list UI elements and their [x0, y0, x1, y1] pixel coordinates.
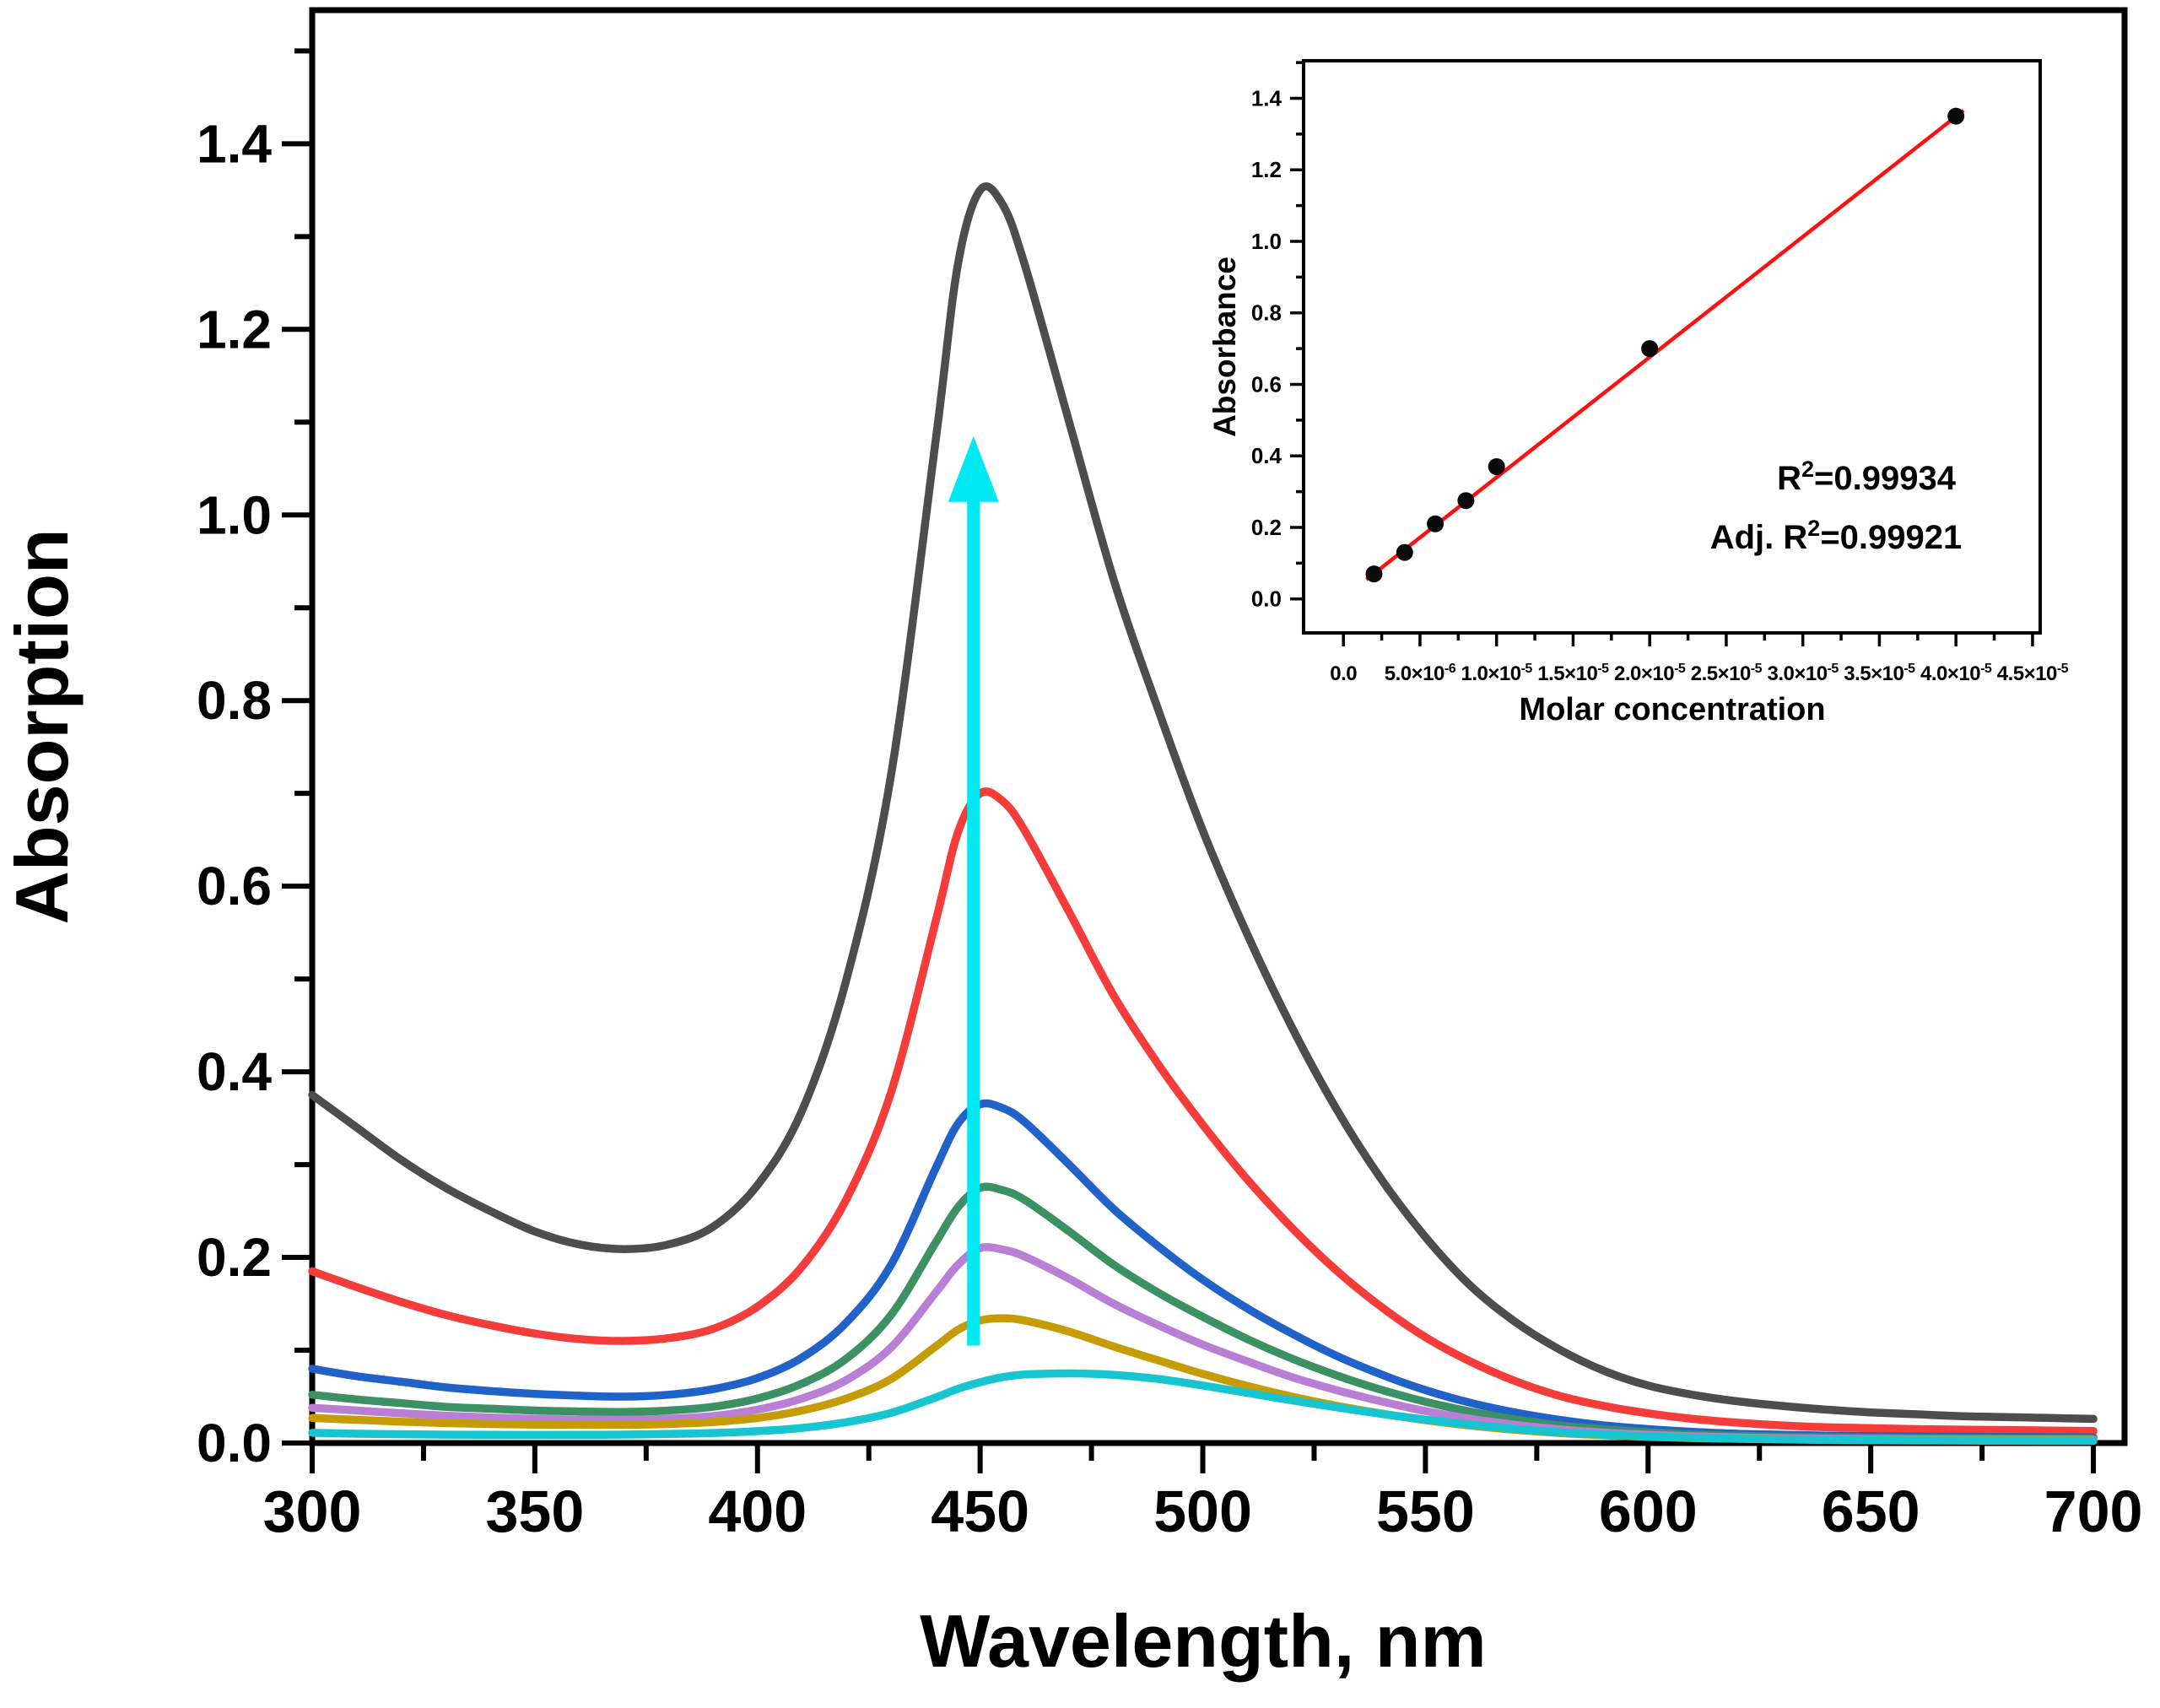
- inset-x-tick-label-text: 2.5×10: [1691, 662, 1751, 685]
- inset-y-ticks: [1290, 61, 1304, 601]
- main-plot: 300 350 400 450 500 550 600 650 7000.00.20.40.60…: [197, 7, 2143, 1544]
- r-squared-annotation-sup: 2: [1801, 457, 1814, 482]
- adj-r-squared-annotation-sup: 2: [1807, 516, 1820, 541]
- inset-x-tick-label-sup: -6: [1444, 662, 1456, 676]
- inset-y-tick-label: 1.4: [1251, 85, 1282, 111]
- inset-y-axis-title: Absorbance: [1207, 257, 1242, 437]
- inset-x-ticks: [1342, 633, 2034, 646]
- inset-x-tick-label: 3.5×10-5: [1844, 662, 1915, 685]
- main-x-tick-label: 550: [1376, 1478, 1475, 1544]
- calibration-point: [1396, 543, 1413, 561]
- main-y-tick-label: 0.6: [197, 856, 272, 916]
- inset-x-tick-label-text: 4.0×10: [1920, 662, 1980, 685]
- inset-x-tick-label-sup: -5: [1828, 662, 1839, 676]
- main-y-tick-label: 1.4: [197, 113, 272, 174]
- calibration-point: [1427, 515, 1444, 532]
- increase-arrow-head: [948, 435, 999, 502]
- calibration-points: [1365, 107, 1965, 583]
- adj-r-squared-annotation-text: =0.99921: [1820, 519, 1962, 556]
- main-y-tick-label: 0.0: [197, 1413, 272, 1473]
- inset-x-tick-label-text: 3.0×10: [1768, 662, 1828, 685]
- main-y-tick-label: 0.2: [197, 1227, 272, 1288]
- inset-x-tick-label: 5.0×10-6: [1385, 662, 1456, 685]
- inset-y-tick-label: 0.6: [1251, 371, 1282, 397]
- r-squared-annotation-text: =0.99934: [1814, 460, 1957, 497]
- adj-r-squared-annotation: Adj. R2=0.99921: [1710, 516, 1963, 556]
- main-x-axis-title: Wavelength, nm: [920, 1599, 1486, 1683]
- main-y-tick-label: 1.0: [197, 484, 272, 545]
- r-squared-annotation-text: R: [1777, 460, 1801, 497]
- main-x-tick-label: 650: [1822, 1478, 1920, 1544]
- inset-x-axis-title: Molar concentration: [1519, 692, 1825, 727]
- spectrum-green-curve: [308, 1182, 2098, 1443]
- main-y-tick-label: 1.2: [197, 299, 272, 359]
- inset-x-tick-label-sup: -5: [1751, 662, 1763, 676]
- main-y-axis-title: Absorption: [0, 528, 84, 924]
- inset-x-tick-label-sup: -5: [1980, 662, 1992, 676]
- main-y-tick-label: 0.8: [197, 670, 272, 731]
- inset-y-tick-label: 0.8: [1251, 300, 1282, 326]
- inset-x-tick-label-sup: -5: [2057, 662, 2069, 676]
- main-y-tick-labels: 0.0 0.2 0.4 0.6 0.8 1.0 1.2 1.4: [197, 113, 272, 1473]
- inset-x-tick-label: 1.0×10-5: [1461, 662, 1533, 685]
- adj-r-squared-annotation-text: Adj. R: [1710, 519, 1808, 556]
- main-y-ticks: [282, 48, 312, 1446]
- main-x-tick-label: 500: [1153, 1478, 1252, 1544]
- inset-x-tick-label: 1.5×10-5: [1537, 662, 1609, 685]
- inset-x-tick-label-sup: -5: [1674, 662, 1686, 676]
- calibration-point: [1457, 492, 1475, 510]
- inset-plot: 0.0 5.0×10-6 1.0×10-5 1.5×10-5 2.0×10-5 2.5×1…: [1251, 52, 2069, 685]
- inset-x-tick-label-text: 1.5×10: [1537, 662, 1597, 685]
- spectrum-red-curve: [308, 787, 2098, 1435]
- spectrum-cyan-curve: [308, 1369, 2098, 1446]
- main-x-tick-label: 400: [708, 1478, 807, 1544]
- inset-y-tick-label: 1.2: [1251, 157, 1282, 182]
- inset-x-tick-label-text: 0.0: [1330, 662, 1357, 685]
- main-y-tick-label: 0.4: [197, 1041, 272, 1102]
- inset-x-tick-label-text: 2.0×10: [1614, 662, 1674, 685]
- spectrum-dark-gray-curve: [308, 182, 2098, 1424]
- r-squared-annotation: R2=0.99934: [1777, 457, 1957, 497]
- main-x-tick-label: 350: [485, 1478, 584, 1544]
- inset-x-tick-label-sup: -5: [1521, 662, 1533, 676]
- inset-x-tick-labels: 0.0 5.0×10-6 1.0×10-5 1.5×10-5 2.0×10-5 2.5×1…: [1330, 662, 2069, 685]
- inset-x-tick-label-text: 3.5×10: [1844, 662, 1904, 685]
- main-x-tick-labels: 300 350 400 450 500 550 600 650 700: [263, 1478, 2143, 1544]
- inset-x-tick-label-sup: -5: [1904, 662, 1915, 676]
- main-x-ticks: [310, 1443, 2097, 1473]
- calibration-point: [1947, 107, 1965, 125]
- increase-arrow: [948, 435, 999, 1346]
- inset-y-tick-label: 0.4: [1251, 443, 1282, 468]
- inset-x-tick-label-sup: -5: [1597, 662, 1609, 676]
- inset-x-tick-label-text: 1.0×10: [1461, 662, 1521, 685]
- main-x-tick-label: 450: [931, 1478, 1029, 1544]
- inset-x-tick-label: 4.0×10-5: [1920, 662, 1992, 685]
- inset-y-tick-labels: 0.0 0.2 0.4 0.6 0.8 1.0 1.2 1.4: [1251, 85, 1282, 611]
- calibration-point: [1641, 340, 1659, 358]
- inset-x-tick-label: 2.5×10-5: [1691, 662, 1763, 685]
- main-x-tick-label: 600: [1599, 1478, 1698, 1544]
- inset-x-tick-label: 4.5×10-5: [1997, 662, 2069, 685]
- inset-y-tick-label: 0.0: [1251, 586, 1282, 612]
- inset-x-tick-label: 2.0×10-5: [1614, 662, 1686, 685]
- inset-y-tick-label: 0.2: [1251, 515, 1282, 540]
- inset-x-tick-label-text: 5.0×10: [1385, 662, 1444, 685]
- main-x-tick-label: 300: [263, 1478, 362, 1544]
- inset-frame: [1302, 59, 2042, 635]
- inset-x-tick-label: 0.0: [1330, 662, 1357, 685]
- inset-x-tick-label-text: 4.5×10: [1997, 662, 2057, 685]
- main-plot-frame: [309, 7, 2128, 1446]
- main-x-tick-label: 700: [2044, 1478, 2143, 1544]
- inset-x-tick-label: 3.0×10-5: [1768, 662, 1839, 685]
- inset-y-tick-label: 1.0: [1251, 229, 1282, 254]
- calibration-point: [1365, 565, 1383, 583]
- calibration-point: [1488, 457, 1505, 475]
- spectra-curves: [308, 182, 2098, 1446]
